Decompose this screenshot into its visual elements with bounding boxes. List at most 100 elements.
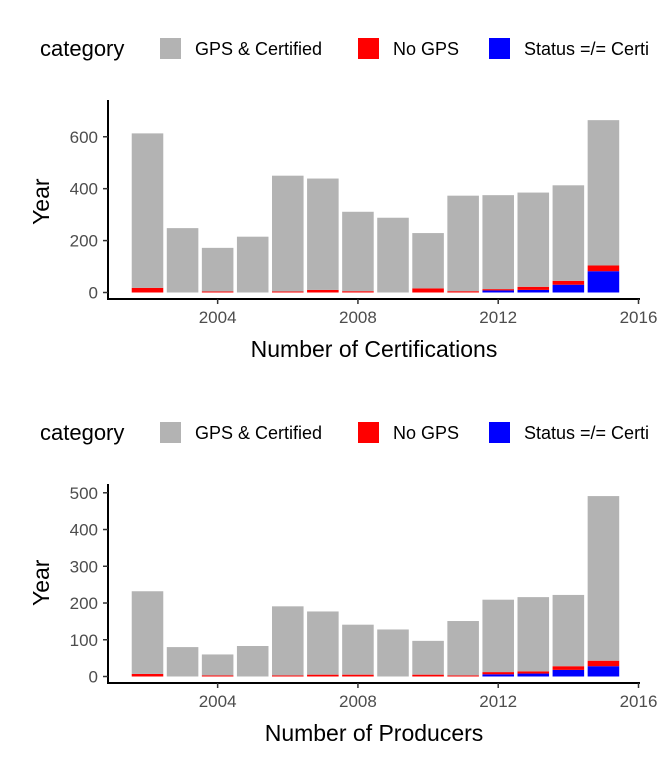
bar-segment <box>272 291 304 293</box>
bar-segment <box>587 660 620 667</box>
producers-chart: category GPS & Certified No GPS Status =/= … <box>28 420 658 746</box>
x-tick-label: 2016 <box>620 308 658 327</box>
bar-segment <box>447 291 479 293</box>
y-tick-label: 600 <box>70 128 98 147</box>
y-tick-label: 200 <box>70 594 98 613</box>
bar-segment <box>517 286 550 290</box>
legend-label: GPS & Certified <box>195 39 322 59</box>
legend-label: No GPS <box>393 39 459 59</box>
bar-segment <box>131 287 164 293</box>
bar-segment <box>342 211 374 292</box>
bar-segment <box>412 233 444 289</box>
bar-segment <box>587 120 620 266</box>
bars <box>131 120 620 293</box>
bar-segment <box>201 675 234 677</box>
bar-segment <box>342 674 374 677</box>
bar-segment <box>131 591 164 674</box>
bar-segment <box>201 247 234 292</box>
legend: category GPS & Certified No GPS Status =/= … <box>40 420 649 445</box>
bar-segment <box>201 654 234 676</box>
x-axis-title: Number of Producers <box>265 720 484 746</box>
y-tick-label: 200 <box>70 232 98 251</box>
bar-segment <box>307 674 339 677</box>
legend-title: category <box>40 420 124 445</box>
x-tick-label: 2012 <box>479 692 517 711</box>
legend-title: category <box>40 36 124 61</box>
bar-segment <box>517 671 550 674</box>
bar-segment <box>272 175 304 292</box>
producers-chart-panel: category GPS & Certified No GPS Status =/= … <box>0 384 672 768</box>
y-tick-label: 0 <box>89 284 98 303</box>
legend-item: GPS & Certified <box>160 38 322 59</box>
bar-segment <box>342 291 374 293</box>
legend-item: Status =/= Certi <box>489 422 649 443</box>
y-tick-label: 0 <box>89 668 98 687</box>
x-axis-title: Number of Certifications <box>251 336 498 362</box>
bar-segment <box>517 597 550 672</box>
bar-segment <box>236 646 269 677</box>
bar-segment <box>552 666 585 670</box>
bar-segment <box>166 647 199 677</box>
legend-item: Status =/= Certi <box>489 38 649 59</box>
bar-segment <box>587 666 620 677</box>
y-tick-label: 300 <box>70 557 98 576</box>
y-tick-label: 400 <box>70 521 98 540</box>
legend: category GPS & Certified No GPS Status =/= … <box>40 36 649 61</box>
bar-segment <box>552 284 585 293</box>
bar-segment <box>166 228 199 293</box>
bar-segment <box>412 674 444 677</box>
y-tick-label: 100 <box>70 631 98 650</box>
bar-segment <box>307 611 339 675</box>
bar-segment <box>131 133 164 288</box>
bar-segment <box>517 673 550 677</box>
bar-segment <box>447 675 479 677</box>
bar-segment <box>482 599 514 673</box>
legend-label: No GPS <box>393 423 459 443</box>
y-axis-title: Year <box>28 559 54 606</box>
x-tick-label: 2016 <box>620 692 658 711</box>
bar-segment <box>552 185 585 281</box>
x-tick-label: 2012 <box>479 308 517 327</box>
x-tick-label: 2004 <box>199 692 237 711</box>
axes: 0 100 200 300 400 500 2004 2008 2012 2016 <box>70 484 658 711</box>
bar-segment <box>236 236 269 293</box>
bar-segment <box>307 289 339 293</box>
y-tick-label: 400 <box>70 180 98 199</box>
bar-segment <box>482 289 514 291</box>
legend-key <box>489 422 510 443</box>
bar-segment <box>377 629 409 677</box>
bar-segment <box>307 178 339 290</box>
bar-segment <box>447 195 479 292</box>
x-tick-label: 2004 <box>199 308 237 327</box>
legend-item: No GPS <box>358 38 459 59</box>
bars <box>131 496 620 677</box>
bar-segment <box>201 291 234 293</box>
certifications-chart-panel: category GPS & Certified No GPS Status =/= … <box>28 36 658 362</box>
bar-segment <box>377 217 409 293</box>
axes: 0 200 400 600 2004 2008 2012 2016 <box>70 100 658 327</box>
bar-segment <box>412 288 444 293</box>
bar-segment <box>482 195 514 290</box>
bar-segment <box>482 290 514 293</box>
bar-segment <box>131 673 164 677</box>
bar-segment <box>447 621 479 676</box>
bar-segment <box>587 496 620 661</box>
legend-label: Status =/= Certi <box>524 423 649 443</box>
bar-segment <box>272 606 304 676</box>
legend-key <box>160 422 181 443</box>
legend-key <box>160 38 181 59</box>
bar-segment <box>482 674 514 677</box>
x-tick-label: 2008 <box>339 692 377 711</box>
bar-segment <box>587 271 620 293</box>
bar-segment <box>552 669 585 677</box>
y-tick-label: 500 <box>70 484 98 503</box>
bar-segment <box>587 265 620 272</box>
legend-key <box>358 38 379 59</box>
legend-item: No GPS <box>358 422 459 443</box>
bar-segment <box>517 192 550 287</box>
legend-item: GPS & Certified <box>160 422 322 443</box>
bar-segment <box>552 594 585 667</box>
bar-segment <box>412 640 444 675</box>
bar-segment <box>342 624 374 675</box>
bar-segment <box>272 675 304 677</box>
